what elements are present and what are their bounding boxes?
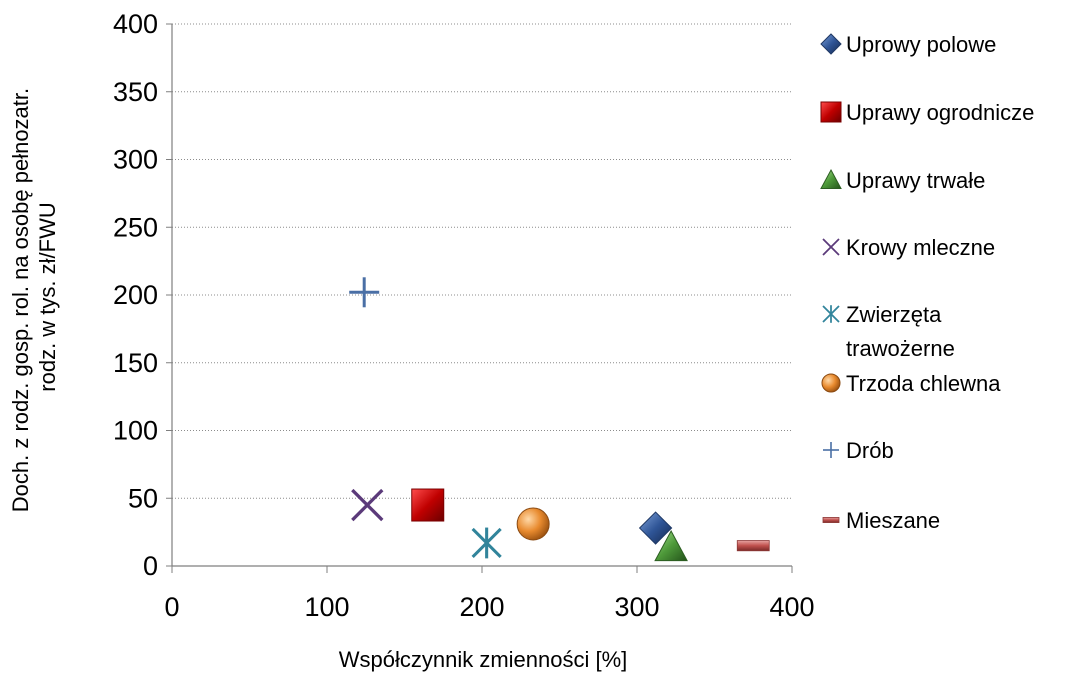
y-axis-label-line-2: rodz. w tys. zł/FWU	[35, 202, 60, 391]
point-asterisk-4	[471, 527, 502, 559]
legend-label-3: Krowy mleczne	[846, 235, 995, 260]
x-tick-labels: 0 100 200 300 400	[164, 592, 814, 622]
legend-label-5-line-0: Trzoda chlewna	[846, 371, 1001, 396]
legend-marker-5	[821, 373, 841, 393]
legend-marker-6	[823, 442, 839, 458]
x-tick-label-100: 100	[304, 592, 349, 622]
y-tick-label-200: 200	[113, 280, 158, 310]
legend: Uprowy polowe Uprawy ogrodnicze Uprawy trw…	[820, 32, 1034, 533]
y-tick-labels: 0 50 100 150 200 250 300 350 400	[113, 9, 158, 581]
legend-marker-1	[820, 101, 842, 123]
y-tick-label-0: 0	[143, 551, 158, 581]
y-tick-label-400: 400	[113, 9, 158, 39]
legend-label-5: Trzoda chlewna	[846, 371, 1001, 396]
legend-label-1-line-0: Uprawy ogrodnicze	[846, 100, 1034, 125]
x-tick-label-400: 400	[769, 592, 814, 622]
legend-label-0-line-0: Uprowy polowe	[846, 32, 996, 57]
legend-label-4: Zwierzęta trawożerne	[846, 302, 955, 361]
y-axis-label: Doch. z rodz. gosp. rol. na osobę pełnoz…	[8, 82, 60, 512]
y-tick-label-350: 350	[113, 77, 158, 107]
y-tick-label-100: 100	[113, 416, 158, 446]
y-tick-label-150: 150	[113, 348, 158, 378]
axes	[166, 23, 793, 573]
point-square-1	[411, 488, 445, 522]
legend-marker-7	[822, 517, 840, 523]
legend-label-1: Uprawy ogrodnicze	[846, 100, 1034, 125]
y-tick-label-250: 250	[113, 212, 158, 242]
legend-label-0: Uprowy polowe	[846, 32, 996, 57]
point-dash-7	[736, 540, 770, 552]
legend-label-2: Uprawy trwałe	[846, 168, 985, 193]
legend-label-6-line-0: Drób	[846, 438, 894, 463]
legend-label-3-line-0: Krowy mleczne	[846, 235, 995, 260]
point-circle-5	[516, 507, 550, 541]
x-tick-label-300: 300	[614, 592, 659, 622]
gridlines	[172, 23, 792, 499]
x-axis-label: Współczynnik zmienności [%]	[339, 647, 628, 672]
y-tick-label-50: 50	[128, 483, 158, 513]
legend-label-6: Drób	[846, 438, 894, 463]
legend-marker-2	[820, 168, 842, 189]
legend-label-4-line-1: trawożerne	[846, 336, 955, 361]
legend-marker-4	[822, 305, 840, 323]
legend-label-7-line-0: Mieszane	[846, 508, 940, 533]
y-axis-label-line-1: Doch. z rodz. gosp. rol. na osobę pełnoz…	[8, 88, 33, 512]
point-diamond-0	[638, 511, 673, 545]
x-tick-label-0: 0	[164, 592, 179, 622]
legend-marker-0	[820, 33, 842, 55]
point-triangle-2	[654, 529, 688, 562]
point-x-3	[351, 488, 384, 522]
point-plus-6	[349, 277, 380, 308]
legend-label-7: Mieszane	[846, 508, 940, 533]
data-points	[349, 277, 770, 562]
x-tick-label-200: 200	[459, 592, 504, 622]
legend-marker-3	[822, 238, 840, 256]
legend-label-2-line-0: Uprawy trwałe	[846, 168, 985, 193]
y-tick-label-300: 300	[113, 145, 158, 175]
legend-label-4-line-0: Zwierzęta	[846, 302, 942, 327]
